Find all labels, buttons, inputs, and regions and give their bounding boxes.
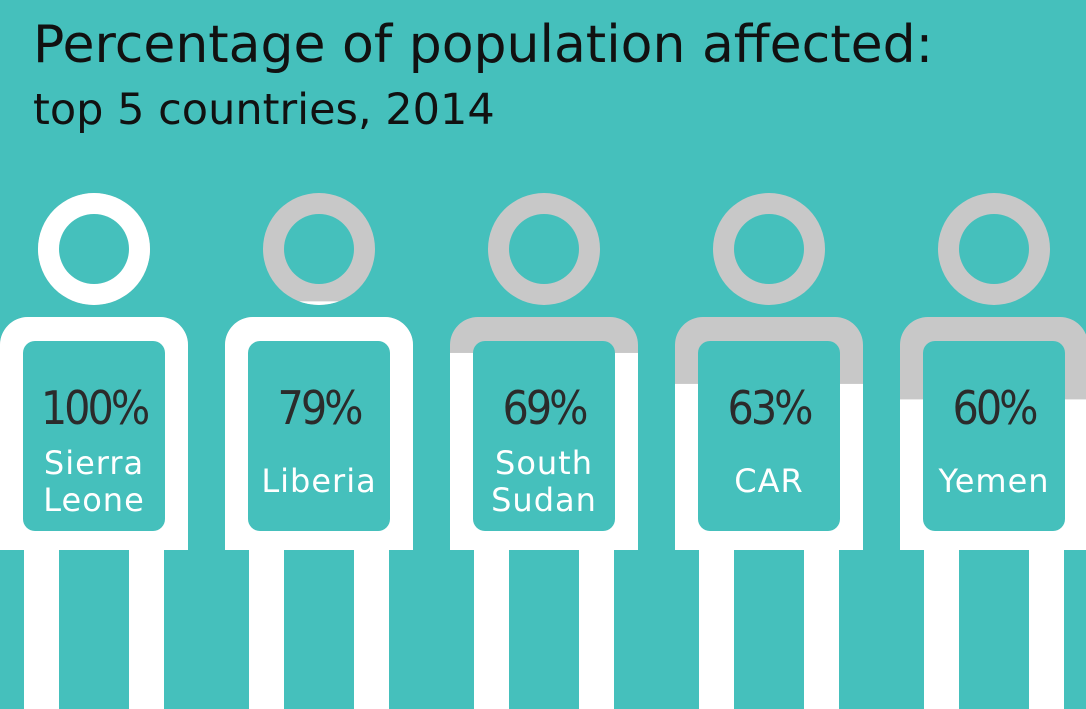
figure-right-edge — [839, 550, 863, 709]
figure-leg-gap — [284, 550, 354, 709]
figure-leg-gap — [734, 550, 804, 709]
figure-chest-panel — [698, 341, 840, 531]
figure-head-hole — [284, 214, 354, 284]
chart-subtitle: top 5 countries, 2014 — [33, 85, 495, 135]
value-label: 63% — [728, 381, 813, 435]
figure-fill-group — [675, 193, 863, 709]
figure-left-edge — [450, 550, 474, 709]
figure-right-edge — [614, 550, 638, 709]
figure-head-hole — [959, 214, 1029, 284]
chart-title: Percentage of population affected: top 5… — [33, 10, 933, 140]
category-label: Yemen — [937, 462, 1049, 500]
figure-left-edge — [0, 550, 24, 709]
figure-leg-gap — [509, 550, 579, 709]
figure-head-hole — [509, 214, 579, 284]
figure-fill-group — [225, 193, 413, 709]
category-label: CAR — [734, 462, 803, 500]
figure-fill-group — [900, 193, 1086, 709]
value-label: 100% — [41, 381, 149, 435]
figure-left-edge — [675, 550, 699, 709]
figure-head-hole — [59, 214, 129, 284]
person-figure: 79% Liberia — [225, 193, 413, 709]
value-label: 60% — [953, 381, 1038, 435]
figure-chest-panel — [923, 341, 1065, 531]
figure-chest-panel — [248, 341, 390, 531]
category-label: Liberia — [261, 462, 376, 500]
chart-title-line: Percentage of population affected: — [33, 15, 934, 75]
figure-leg-gap — [959, 550, 1029, 709]
figure-chest-panel — [473, 341, 615, 531]
figure-right-edge — [164, 550, 188, 709]
figure-chest-panel — [23, 341, 165, 531]
person-figure: 60% Yemen — [900, 193, 1086, 709]
category-label: Leone — [43, 481, 145, 519]
value-label: 79% — [278, 381, 363, 435]
figure-leg-gap — [59, 550, 129, 709]
category-label: Sudan — [491, 481, 597, 519]
person-figure: 63% CAR — [675, 193, 863, 709]
figure-head-hole — [734, 214, 804, 284]
figure-right-edge — [1064, 550, 1086, 709]
category-label: South — [495, 444, 593, 482]
figure-left-edge — [900, 550, 924, 709]
value-label: 69% — [503, 381, 588, 435]
category-label: Sierra — [44, 444, 144, 482]
figure-right-edge — [389, 550, 413, 709]
figure-left-edge — [225, 550, 249, 709]
